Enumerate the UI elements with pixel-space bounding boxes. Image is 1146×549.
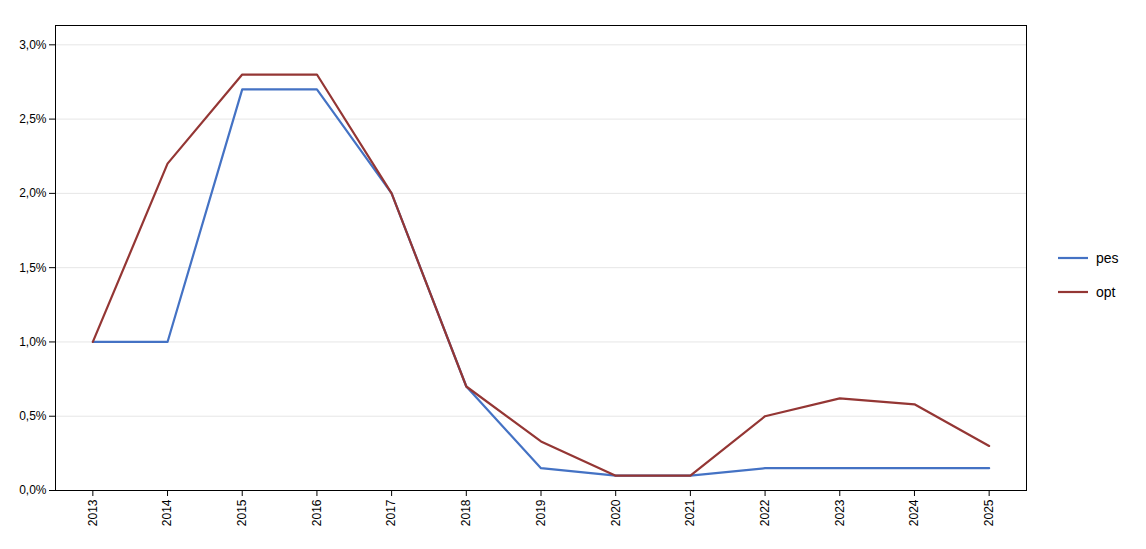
svg-text:2025: 2025 bbox=[982, 499, 996, 526]
svg-text:2,5%: 2,5% bbox=[19, 111, 47, 125]
svg-text:0,0%: 0,0% bbox=[19, 483, 47, 497]
svg-text:2014: 2014 bbox=[160, 499, 174, 526]
svg-text:2013: 2013 bbox=[86, 499, 100, 526]
svg-text:2024: 2024 bbox=[907, 499, 921, 526]
html-text:pes: pes bbox=[1096, 249, 1119, 266]
svg-text:1,0%: 1,0% bbox=[19, 334, 47, 348]
svg-text:2,0%: 2,0% bbox=[19, 186, 47, 200]
svg-text:2015: 2015 bbox=[235, 499, 249, 526]
svg-text:1,5%: 1,5% bbox=[19, 260, 47, 274]
html-text:opt: opt bbox=[1096, 283, 1116, 300]
svg-text:2018: 2018 bbox=[459, 499, 473, 526]
svg-text:0,5%: 0,5% bbox=[19, 409, 47, 423]
svg-text:2017: 2017 bbox=[384, 499, 398, 526]
svg-text:2016: 2016 bbox=[310, 499, 324, 526]
svg-text:2019: 2019 bbox=[534, 499, 548, 526]
svg-text:2020: 2020 bbox=[609, 499, 623, 526]
svg-text:2021: 2021 bbox=[683, 499, 697, 526]
svg-text:3,0%: 3,0% bbox=[19, 37, 47, 51]
svg-text:2023: 2023 bbox=[833, 499, 847, 526]
svg-text:2022: 2022 bbox=[758, 499, 772, 526]
